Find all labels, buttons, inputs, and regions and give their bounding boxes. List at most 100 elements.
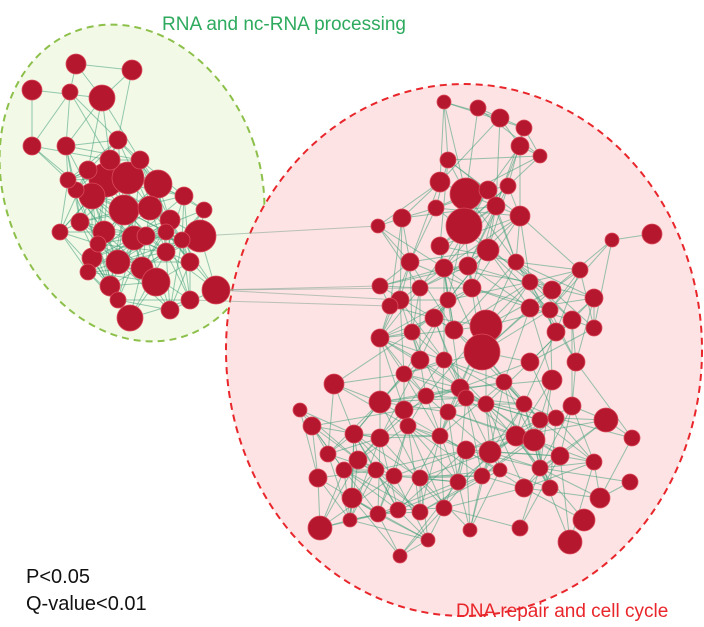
green-cluster-node	[130, 150, 150, 170]
red-cluster-node	[589, 487, 611, 509]
red-cluster-node	[319, 445, 337, 463]
red-cluster-node	[557, 529, 583, 555]
red-cluster-edge	[439, 435, 445, 509]
red-cluster-edge	[443, 487, 525, 509]
red-cluster-edge	[519, 215, 581, 271]
red-cluster-node	[473, 467, 491, 485]
red-cluster-edge	[485, 403, 525, 489]
red-cluster-node	[515, 119, 533, 137]
green-cluster-edge	[31, 91, 71, 147]
red-cluster-edge	[425, 395, 491, 453]
red-cluster-node	[546, 322, 566, 342]
green-cluster-node	[201, 275, 231, 305]
green-cluster-node	[108, 130, 128, 150]
red-cluster-node	[476, 238, 500, 262]
green-cluster-edge	[69, 91, 111, 161]
red-cluster-edge	[411, 287, 473, 333]
red-cluster-edge	[575, 361, 633, 439]
green-cluster-edge	[69, 91, 119, 141]
red-cluster-edge	[443, 267, 531, 283]
red-cluster-node	[436, 94, 452, 110]
red-cluster-node	[302, 416, 322, 436]
green-cluster-node	[156, 242, 176, 262]
red-cluster-node	[392, 208, 412, 228]
red-cluster-node	[562, 396, 582, 416]
red-cluster-edge	[529, 281, 595, 299]
red-cluster-edge	[377, 513, 429, 541]
red-cluster-node	[458, 256, 478, 276]
red-cluster-node	[371, 277, 389, 295]
green-cluster-edge	[79, 221, 143, 269]
red-cluster-edge	[299, 409, 355, 435]
red-cluster-edge	[419, 451, 491, 479]
red-cluster-edge	[409, 181, 441, 263]
red-cluster-node	[392, 548, 408, 564]
green-cluster-node	[51, 223, 69, 241]
red-cluster-node	[399, 417, 417, 435]
red-cluster-node	[541, 479, 559, 497]
red-cluster-edge	[399, 481, 459, 557]
red-cluster-node	[449, 473, 467, 491]
red-cluster-edge	[375, 449, 467, 471]
green-cluster-node	[105, 249, 131, 275]
red-cluster-edge	[343, 469, 379, 515]
red-cluster-node	[469, 99, 487, 117]
red-cluster-edge	[443, 101, 449, 161]
red-cluster-edge	[377, 225, 445, 269]
red-cluster-node	[348, 450, 368, 470]
red-cluster-node	[604, 232, 620, 248]
red-cluster-edge	[419, 249, 489, 289]
red-cluster-edge	[349, 519, 429, 541]
red-cluster-edge	[407, 425, 483, 477]
red-cluster-node	[389, 501, 407, 519]
red-cluster-node	[431, 427, 449, 445]
red-cluster-edge	[575, 297, 595, 363]
red-cluster-edge	[465, 419, 541, 451]
red-cluster-node	[429, 171, 451, 193]
red-cluster-edge	[447, 155, 541, 161]
red-cluster-edge	[379, 299, 449, 339]
red-cluster-edge	[407, 425, 459, 483]
red-cluster-node	[495, 373, 513, 391]
red-cluster-edge	[529, 297, 595, 309]
red-cluster-node	[510, 136, 530, 156]
q-value-label: Q-value<0.01	[26, 593, 147, 615]
red-cluster-edge	[529, 361, 557, 419]
red-cluster-node	[462, 278, 482, 298]
red-cluster-node	[368, 390, 392, 414]
green-cluster-node	[56, 136, 76, 156]
red-cluster-edge	[379, 437, 445, 509]
red-cluster-edge	[523, 461, 595, 489]
red-cluster-edge	[379, 337, 405, 411]
green-cluster-node	[70, 212, 90, 232]
red-cluster-edge	[447, 411, 459, 483]
red-cluster-edge	[469, 469, 501, 531]
red-cluster-node	[411, 279, 429, 297]
red-cluster-edge	[409, 207, 437, 263]
green-cluster-node	[137, 195, 163, 221]
red-cluster-node	[585, 453, 603, 471]
red-cluster-node	[403, 323, 421, 341]
green-cluster-node	[108, 194, 140, 226]
red-cluster-node	[292, 402, 308, 418]
red-cluster-node	[308, 468, 328, 488]
red-cluster-edge	[397, 449, 467, 511]
red-cluster-edge	[459, 361, 531, 389]
red-cluster-node	[367, 461, 385, 479]
red-cluster-node	[486, 196, 506, 216]
red-cluster-node	[566, 352, 586, 372]
red-cluster-edge	[529, 281, 577, 363]
cluster-label-rna: RNA and nc-RNA processing	[162, 14, 406, 35]
red-cluster-node	[342, 512, 358, 528]
p-value-label: P<0.05	[26, 566, 90, 588]
red-cluster-edge	[443, 359, 525, 405]
red-cluster-node	[547, 409, 565, 427]
red-cluster-edge	[389, 217, 403, 307]
red-cluster-edge	[333, 331, 413, 385]
red-cluster-edge	[299, 409, 319, 479]
red-cluster-node	[531, 411, 549, 429]
red-cluster-edge	[495, 145, 521, 207]
red-cluster-edge	[311, 425, 359, 461]
bridge-edge	[215, 289, 401, 301]
